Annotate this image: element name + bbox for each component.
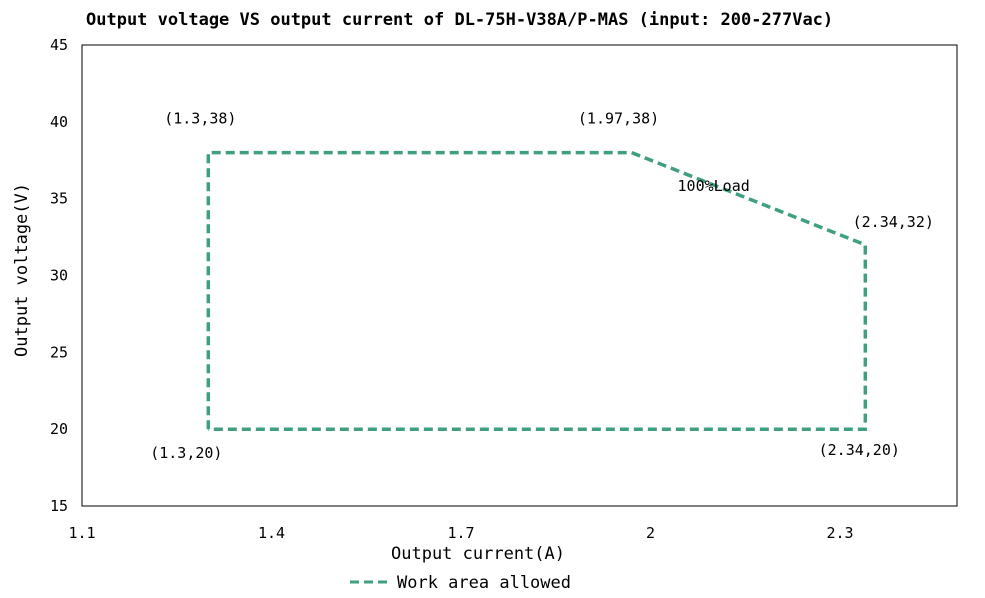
annotation-label: (1.3,38) (164, 110, 236, 128)
x-tick-label: 2 (646, 524, 655, 542)
y-tick-label: 25 (50, 343, 68, 361)
series-line-work-area (206, 150, 868, 431)
annotation-label: (1.3,20) (150, 444, 222, 462)
series-layer (206, 150, 868, 431)
y-tick-label: 20 (50, 420, 68, 438)
legend: Work area allowed (350, 573, 571, 593)
y-axis-ticks: 15 20 25 30 35 40 45 (50, 36, 68, 515)
annotation-label: (2.34,20) (819, 441, 900, 459)
annotations: (1.3,38) (1.97,38) 100%Load (2.34,32) (1.3,2… (150, 110, 934, 463)
plot-frame (81, 44, 958, 507)
x-axis-ticks: 1.1 1.4 1.7 2 2.3 (68, 524, 853, 542)
y-tick-label: 15 (50, 497, 68, 515)
x-tick-label: 2.3 (826, 524, 853, 542)
y-axis-label: Output voltage(V) (12, 183, 32, 357)
legend-entry-work-area: Work area allowed (397, 573, 571, 593)
x-axis-label: Output current(A) (391, 544, 565, 564)
y-tick-label: 40 (50, 113, 68, 131)
y-tick-label: 35 (50, 190, 68, 208)
x-tick-label: 1.1 (68, 524, 95, 542)
annotation-label: (2.34,32) (853, 213, 934, 231)
chart-title: Output voltage VS output current of DL-7… (86, 10, 833, 30)
annotation-label: (1.97,38) (578, 110, 659, 128)
x-tick-label: 1.4 (258, 524, 285, 542)
y-tick-label: 45 (50, 36, 68, 54)
annotation-label: 100%Load (678, 177, 750, 195)
x-tick-label: 1.7 (447, 524, 474, 542)
y-tick-label: 30 (50, 267, 68, 285)
